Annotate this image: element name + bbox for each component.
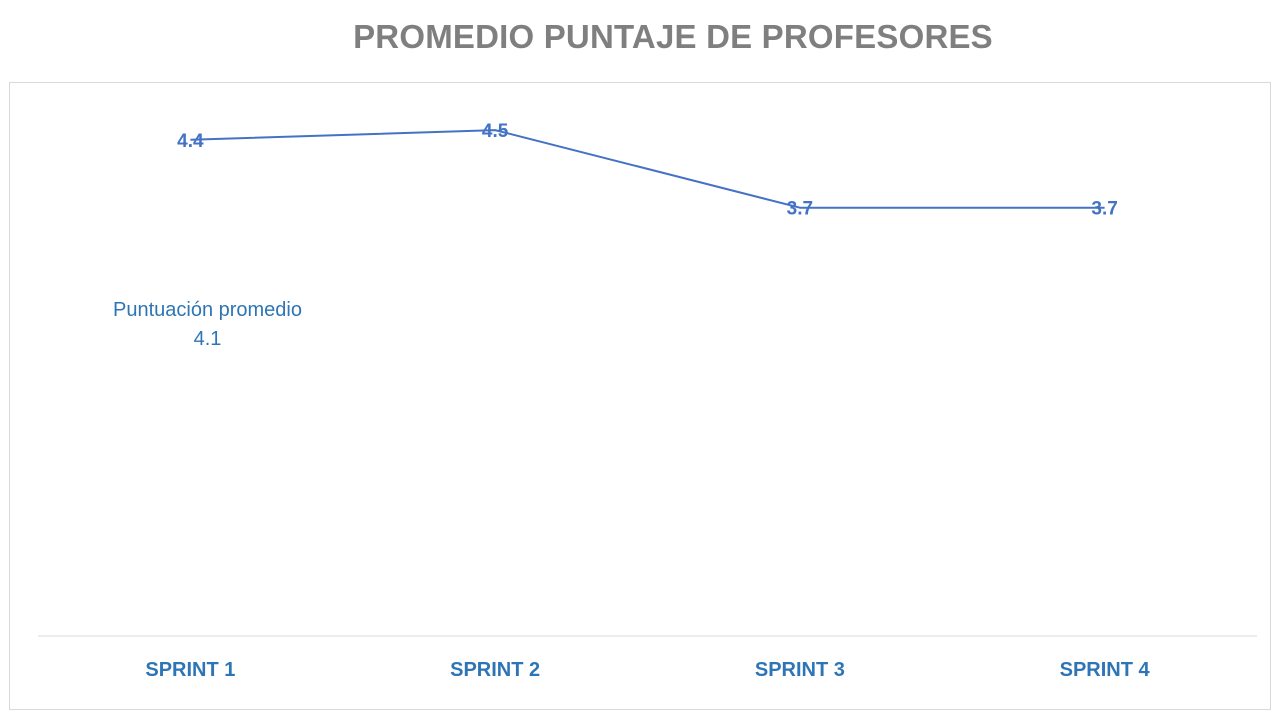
plot-area-frame xyxy=(9,82,1271,710)
average-score-value: 4.1 xyxy=(193,328,222,350)
x-tick-label-3: SPRINT 3 xyxy=(755,659,845,681)
average-score-annotation: Puntuación promedio 4.1 xyxy=(60,296,355,354)
data-label-2: 4.5 xyxy=(482,121,509,142)
series-line xyxy=(190,129,1105,209)
x-tick-label-1: SPRINT 1 xyxy=(145,659,235,681)
data-labels: 4.4 4.5 3.7 3.7 xyxy=(177,121,1118,220)
average-score-label: Puntuación promedio xyxy=(112,299,302,321)
x-tick-label-2: SPRINT 2 xyxy=(450,659,540,681)
data-label-3: 3.7 xyxy=(787,199,813,220)
data-label-1: 4.4 xyxy=(177,131,204,152)
x-tick-labels: SPRINT 1 SPRINT 2 SPRINT 3 SPRINT 4 xyxy=(145,659,1150,681)
series-layer xyxy=(190,129,1105,209)
data-label-4: 3.7 xyxy=(1091,199,1117,220)
chart-title: PROMEDIO PUNTAJE DE PROFESORES xyxy=(353,18,993,55)
x-tick-label-4: SPRINT 4 xyxy=(1060,659,1151,681)
